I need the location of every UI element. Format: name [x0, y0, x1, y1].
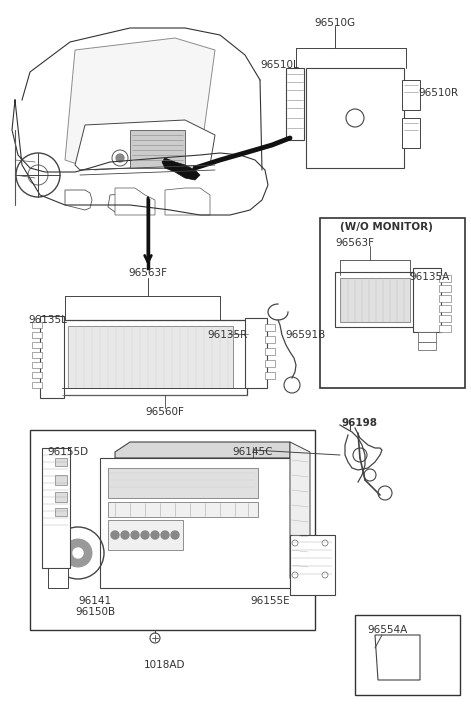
Text: 96135L: 96135L [29, 315, 67, 325]
Text: 96155D: 96155D [48, 447, 89, 457]
Circle shape [161, 531, 169, 539]
Circle shape [116, 154, 124, 162]
Bar [439, 305, 451, 312]
Bar [265, 360, 275, 367]
Bar [402, 118, 420, 148]
Bar [439, 325, 451, 332]
Text: 96554A: 96554A [367, 625, 407, 635]
Bar [108, 468, 258, 498]
Text: 96198: 96198 [342, 418, 378, 428]
Bar [290, 535, 335, 595]
Bar [418, 332, 436, 342]
Bar [439, 275, 451, 282]
Polygon shape [65, 38, 215, 170]
Polygon shape [290, 442, 310, 588]
Circle shape [171, 531, 179, 539]
Circle shape [64, 539, 92, 567]
Bar [55, 492, 67, 502]
Bar [32, 352, 42, 358]
Text: 96150B: 96150B [75, 607, 115, 617]
Bar [30, 430, 315, 630]
Text: 96155E: 96155E [250, 596, 290, 606]
Bar [130, 130, 185, 168]
Polygon shape [115, 442, 290, 458]
Text: 96135R: 96135R [208, 330, 248, 340]
Bar [439, 295, 451, 302]
Bar [418, 342, 436, 350]
Text: 96563F: 96563F [129, 268, 168, 278]
Text: 96563F: 96563F [335, 238, 374, 248]
Bar [68, 326, 233, 388]
Bar [413, 268, 441, 332]
Text: 1018AD: 1018AD [144, 660, 186, 670]
Circle shape [141, 531, 149, 539]
Polygon shape [165, 188, 210, 215]
Bar [439, 315, 451, 322]
Text: 96145C: 96145C [233, 447, 273, 457]
Bar [40, 316, 64, 398]
Bar [306, 68, 404, 168]
Bar [32, 362, 42, 368]
Polygon shape [65, 190, 92, 210]
Text: 96510G: 96510G [315, 18, 356, 28]
Bar [62, 320, 247, 395]
Text: 96135A: 96135A [410, 272, 450, 282]
Bar [100, 458, 290, 588]
Polygon shape [115, 188, 155, 215]
Bar [108, 520, 183, 550]
Circle shape [121, 531, 129, 539]
Polygon shape [75, 120, 215, 170]
Bar [265, 372, 275, 379]
Bar [320, 218, 465, 388]
Bar [340, 278, 410, 322]
Bar [32, 342, 42, 348]
Bar [55, 475, 67, 485]
Bar [402, 80, 420, 110]
Polygon shape [375, 635, 420, 680]
Text: 96141: 96141 [79, 596, 112, 606]
Circle shape [151, 531, 159, 539]
Bar [286, 68, 304, 140]
Bar [32, 372, 42, 378]
Circle shape [73, 548, 83, 558]
Bar [32, 322, 42, 328]
Text: 96510R: 96510R [418, 88, 458, 98]
Bar [32, 332, 42, 338]
Bar [48, 568, 68, 588]
Bar [32, 382, 42, 388]
Polygon shape [162, 158, 200, 180]
Bar [245, 318, 267, 388]
Bar [265, 336, 275, 343]
Polygon shape [108, 193, 143, 213]
Bar [265, 348, 275, 355]
Text: 96510L: 96510L [260, 60, 300, 70]
Text: 96591B: 96591B [285, 330, 325, 340]
Bar [108, 502, 258, 517]
Bar [55, 508, 67, 516]
Circle shape [111, 531, 119, 539]
Circle shape [131, 531, 139, 539]
Bar [265, 324, 275, 331]
Text: (W/O MONITOR): (W/O MONITOR) [340, 222, 433, 232]
Bar [439, 285, 451, 292]
Bar [42, 448, 70, 568]
Bar [355, 615, 460, 695]
Bar [55, 458, 67, 466]
Text: 96560F: 96560F [146, 407, 185, 417]
Bar [335, 272, 415, 327]
